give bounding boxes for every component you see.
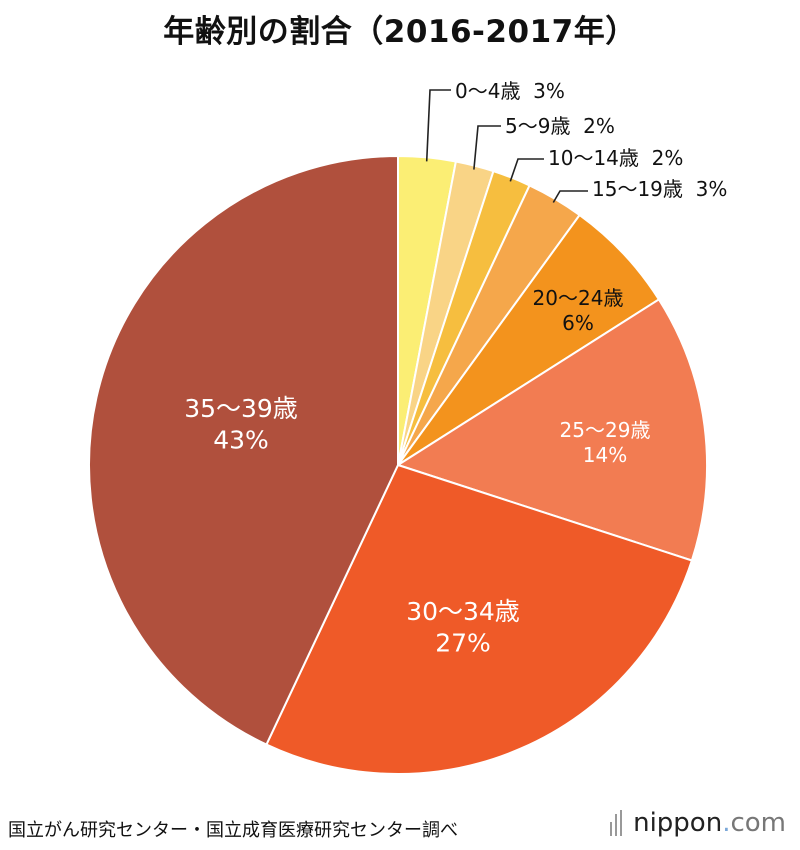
logo-dot: .: [722, 808, 731, 838]
leader-line-10-14: [509, 158, 544, 182]
leader-line-15-19: [552, 190, 588, 203]
slice-label-5-9: 5〜9歳 2%: [505, 114, 615, 138]
slice-label-10-14: 10〜14歳 2%: [548, 146, 683, 170]
chart-title: 年齢別の割合（2016-2017年）: [163, 14, 637, 50]
leader-line-0-4: [425, 89, 451, 162]
slice-label-20-24: 20〜24歳: [533, 286, 624, 310]
pie-slice-25-29: [395, 298, 708, 562]
logo-text: nippon: [633, 808, 723, 838]
slice-label-0-4: 0〜4歳 3%: [455, 79, 565, 103]
slice-value-25-29: 14%: [583, 443, 627, 467]
slice-label-30-34: 30〜34歳: [406, 597, 520, 626]
slice-value-35-39: 43%: [213, 425, 269, 454]
source-note: 国立がん研究センター・国立成育医療研究センター調べ: [8, 820, 458, 841]
leader-line-5-9: [473, 125, 501, 170]
slice-value-30-34: 27%: [435, 628, 491, 657]
slice-value-20-24: 6%: [562, 311, 594, 335]
pie-slice-35-39: [88, 154, 399, 746]
nippon-com-logo: nippon.com: [610, 808, 786, 838]
logo-suffix: com: [730, 808, 786, 838]
slice-label-35-39: 35〜39歳: [184, 394, 298, 423]
pie-slice-30-34: [265, 463, 694, 775]
logo-bars-icon: [610, 810, 625, 836]
slice-label-25-29: 25〜29歳: [560, 418, 651, 442]
slice-label-15-19: 15〜19歳 3%: [592, 177, 727, 201]
